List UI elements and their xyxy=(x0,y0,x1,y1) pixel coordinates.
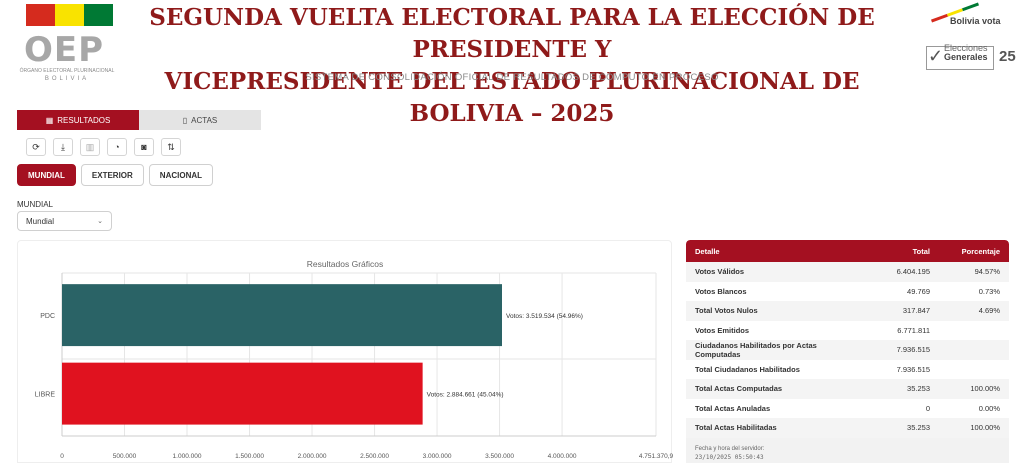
x-tick-label: 3.000.000 xyxy=(423,453,452,460)
row-label: Ciudadanos Habilitados por Actas Computa… xyxy=(695,340,817,359)
x-tick-label: 0 xyxy=(60,453,64,460)
sort-icon: ⇅ xyxy=(167,141,175,152)
x-tick-label: 1.000.000 xyxy=(173,453,202,460)
results-table: Detalle Total Porcentaje Votos Válidos 6.… xyxy=(686,240,1009,463)
table-row: Total Votos Nulos 317.847 4.69% xyxy=(686,301,1009,321)
bar-pdc xyxy=(62,284,502,347)
row-total: 7.936.515 xyxy=(896,345,930,355)
row-label: Total Actas Habilitadas xyxy=(695,423,777,433)
x-tick-label: 4.000.000 xyxy=(548,453,577,460)
table-row: Votos Blancos 49.769 0.73% xyxy=(686,282,1009,302)
bolivia-vota-logo: Bolivia vota ✓ Elecciones Generales 25 xyxy=(902,2,1020,72)
row-label: Votos Emitidos xyxy=(695,325,750,335)
row-total: 6.771.811 xyxy=(897,325,930,335)
row-label: Votos Válidos xyxy=(695,267,745,277)
x-tick-label: 500.000 xyxy=(113,453,137,460)
row-total: 0 xyxy=(925,403,930,413)
table-row: Ciudadanos Habilitados por Actas Computa… xyxy=(686,340,1009,360)
sort-button[interactable]: ⇅ xyxy=(161,138,181,156)
row-percent: 0.00% xyxy=(978,403,1000,413)
tab-actas[interactable]: ▯ ACTAS xyxy=(139,110,261,130)
results-chart: Resultados Gráficos 0 500.000 1.000.000 1.50… xyxy=(17,240,673,463)
table-header: Detalle Total Porcentaje xyxy=(686,240,1009,262)
table-body: Votos Válidos 6.404.195 94.57% Votos Blanco… xyxy=(686,262,1009,438)
bar-libre xyxy=(62,362,423,425)
refresh-icon: ⟳ xyxy=(32,141,40,152)
row-total: 7.936.515 xyxy=(896,364,930,374)
x-tick-label: 2.500.000 xyxy=(360,453,389,460)
header-detalle: Detalle xyxy=(695,246,720,256)
row-percent: 100.00% xyxy=(970,423,1000,433)
table-row: Votos Emitidos 6.771.811 xyxy=(686,321,1009,341)
table-row: Total Actas Anuladas 0 0.00% xyxy=(686,399,1009,419)
row-label: Total Actas Anuladas xyxy=(695,403,771,413)
table-row: Total Actas Habilitadas 35.253 100.00% xyxy=(686,418,1009,438)
server-time-value: 23/10/2025 05:50:43 xyxy=(695,453,764,461)
server-time: Fecha y hora del servidor: 23/10/2025 05… xyxy=(686,437,1009,463)
x-tick-label: 2.000.000 xyxy=(298,453,327,460)
page-title: SEGUNDA VUELTA ELECTORAL PARA LA ELECCIÓ… xyxy=(149,4,875,127)
chart-toolbar: ⟳ ⤓ ▥ ◔ ◙ ⇅ xyxy=(26,138,181,156)
camera-icon: ◙ xyxy=(141,142,147,152)
row-label: Votos Blancos xyxy=(695,286,747,296)
table-row: Total Ciudadanos Habilitados 7.936.515 xyxy=(686,360,1009,380)
header-total: Total xyxy=(912,246,930,256)
x-tick-label: 1.500.000 xyxy=(235,453,264,460)
oep-logo: OEP ÓRGANO ELECTORAL PLURINACIONAL BOLIV… xyxy=(12,4,122,82)
header-porcentaje: Porcentaje xyxy=(961,246,1000,256)
scope-exterior-button[interactable]: EXTERIOR xyxy=(80,164,144,186)
chart-svg: Resultados Gráficos 0 500.000 1.000.000 1.50… xyxy=(35,259,673,460)
x-tick-label: 4.751.370,9 xyxy=(639,453,673,460)
chart-title: Resultados Gráficos xyxy=(307,259,384,269)
page-subtitle: SISTEMA DE CONSOLIDACIÓN OFICIAL DE RESU… xyxy=(305,72,719,83)
row-percent: 4.69% xyxy=(978,306,1000,316)
filter-label: MUNDIAL xyxy=(17,200,54,209)
document-icon: ▯ xyxy=(182,115,188,125)
org-name: ÓRGANO ELECTORAL PLURINACIONAL xyxy=(19,68,115,74)
region-select[interactable]: Mundial ⌄ xyxy=(17,211,112,231)
row-total: 317.847 xyxy=(902,306,930,316)
x-tick-label: 3.500.000 xyxy=(485,453,514,460)
check-icon: ✓ xyxy=(928,46,944,66)
category-label: LIBRE xyxy=(35,392,56,399)
row-label: Total Actas Computadas xyxy=(695,384,783,394)
bolivia-flag-icon xyxy=(26,4,113,26)
table-row: Votos Válidos 6.404.195 94.57% xyxy=(686,262,1009,282)
refresh-button[interactable]: ⟳ xyxy=(26,138,46,156)
ballot-box-icon xyxy=(926,46,994,70)
tab-resultados[interactable]: ▦ RESULTADOS xyxy=(17,110,139,130)
row-total: 35.253 xyxy=(907,423,930,433)
chevron-down-icon: ⌄ xyxy=(97,218,103,225)
table-row: Total Actas Computadas 35.253 100.00% xyxy=(686,379,1009,399)
category-label: PDC xyxy=(40,313,55,320)
data-label: Votos: 2.884.661 (45.04%) xyxy=(427,392,504,399)
oep-logo-text: OEP xyxy=(24,30,105,70)
row-percent: 94.57% xyxy=(974,267,1000,277)
data-label: Votos: 3.519.534 (54.96%) xyxy=(506,313,583,320)
download-icon: ⤓ xyxy=(61,141,65,152)
row-percent: 0.73% xyxy=(978,286,1000,296)
bar-chart-button[interactable]: ▥ xyxy=(80,138,100,156)
scope-selector: MUNDIAL EXTERIOR NACIONAL xyxy=(17,164,214,186)
server-time-label: Fecha y hora del servidor: xyxy=(695,445,765,452)
download-button[interactable]: ⤓ xyxy=(53,138,73,156)
bar-chart-icon: ▥ xyxy=(85,141,95,152)
region-select-value: Mundial xyxy=(26,216,55,226)
row-total: 49.769 xyxy=(907,286,930,296)
scope-mundial-button[interactable]: MUNDIAL xyxy=(17,164,76,186)
row-total: 6.404.195 xyxy=(896,267,930,277)
row-total: 35.253 xyxy=(907,384,930,394)
pie-chart-icon: ◔ xyxy=(114,142,120,152)
row-label: Total Votos Nulos xyxy=(695,306,758,316)
row-percent: 100.00% xyxy=(970,384,1000,394)
main-tabs: ▦ RESULTADOS ▯ ACTAS xyxy=(17,110,261,130)
row-label: Total Ciudadanos Habilitados xyxy=(695,364,800,374)
pie-chart-button[interactable]: ◔ xyxy=(107,138,127,156)
scope-nacional-button[interactable]: NACIONAL xyxy=(148,164,214,186)
camera-button[interactable]: ◙ xyxy=(134,138,154,156)
bar-chart-icon: ▦ xyxy=(45,115,54,125)
org-country: BOLIVIA xyxy=(44,76,90,82)
